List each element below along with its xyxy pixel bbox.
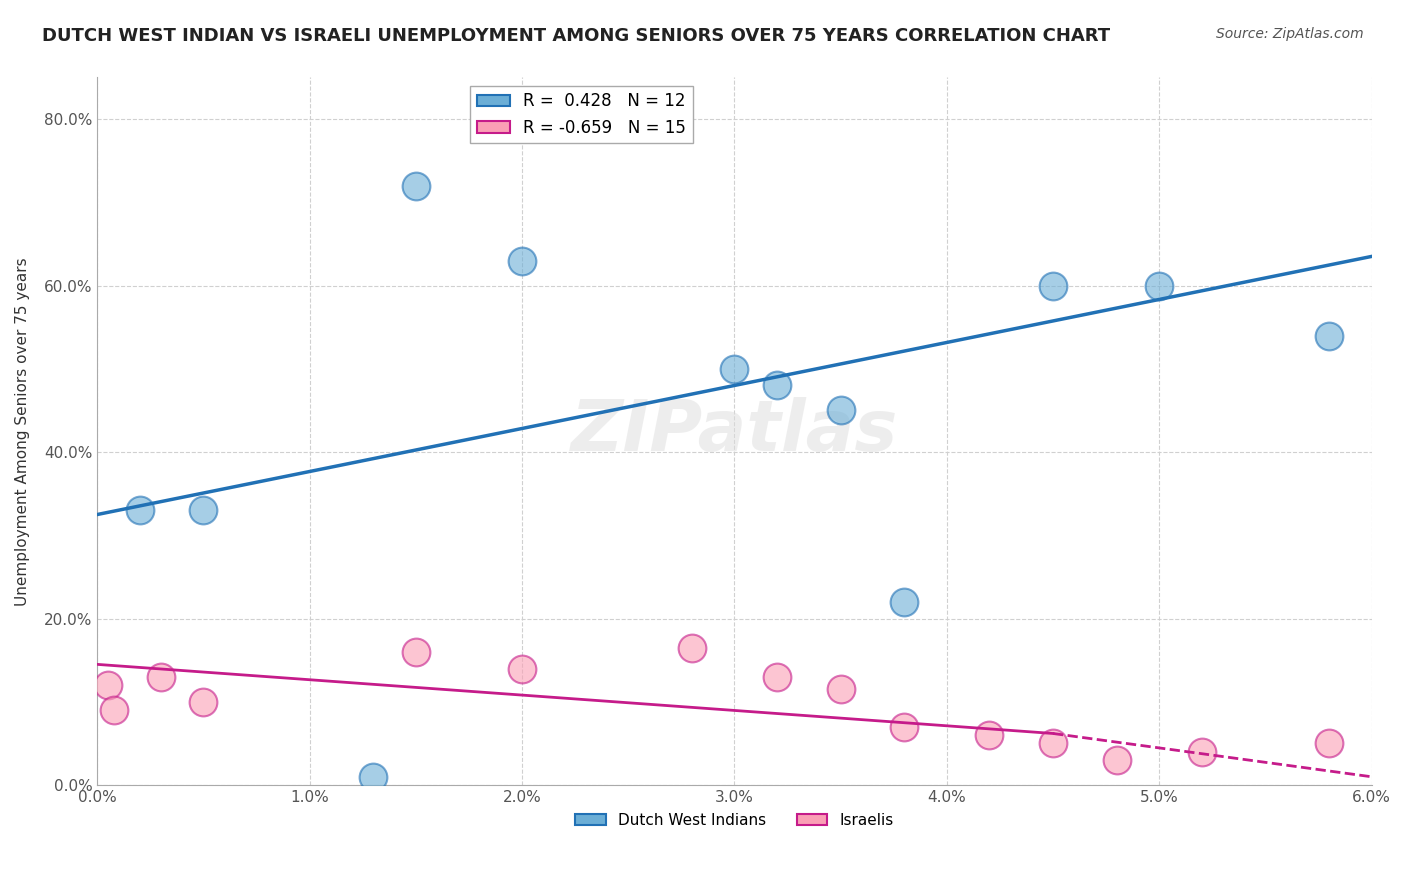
Point bbox=[363, 770, 385, 784]
Point bbox=[1105, 753, 1128, 767]
Point bbox=[830, 403, 852, 417]
Point bbox=[97, 678, 120, 692]
Point bbox=[510, 661, 533, 675]
Point bbox=[893, 595, 915, 609]
Point bbox=[103, 703, 125, 717]
Point bbox=[193, 695, 215, 709]
Point bbox=[193, 503, 215, 517]
Legend: Dutch West Indians, Israelis: Dutch West Indians, Israelis bbox=[569, 807, 900, 834]
Point bbox=[1191, 745, 1213, 759]
Point bbox=[681, 640, 703, 655]
Point bbox=[1042, 278, 1064, 293]
Point bbox=[766, 378, 789, 392]
Point bbox=[1147, 278, 1170, 293]
Point bbox=[1317, 736, 1340, 750]
Point bbox=[979, 728, 1001, 742]
Point bbox=[510, 253, 533, 268]
Y-axis label: Unemployment Among Seniors over 75 years: Unemployment Among Seniors over 75 years bbox=[15, 257, 30, 606]
Point bbox=[128, 503, 150, 517]
Point bbox=[405, 645, 427, 659]
Point bbox=[1317, 328, 1340, 343]
Text: ZIPatlas: ZIPatlas bbox=[571, 397, 898, 466]
Point bbox=[723, 361, 745, 376]
Text: DUTCH WEST INDIAN VS ISRAELI UNEMPLOYMENT AMONG SENIORS OVER 75 YEARS CORRELATIO: DUTCH WEST INDIAN VS ISRAELI UNEMPLOYMEN… bbox=[42, 27, 1111, 45]
Point bbox=[149, 670, 172, 684]
Point bbox=[1042, 736, 1064, 750]
Point bbox=[830, 682, 852, 697]
Point bbox=[766, 670, 789, 684]
Point bbox=[893, 720, 915, 734]
Text: Source: ZipAtlas.com: Source: ZipAtlas.com bbox=[1216, 27, 1364, 41]
Point bbox=[405, 178, 427, 193]
